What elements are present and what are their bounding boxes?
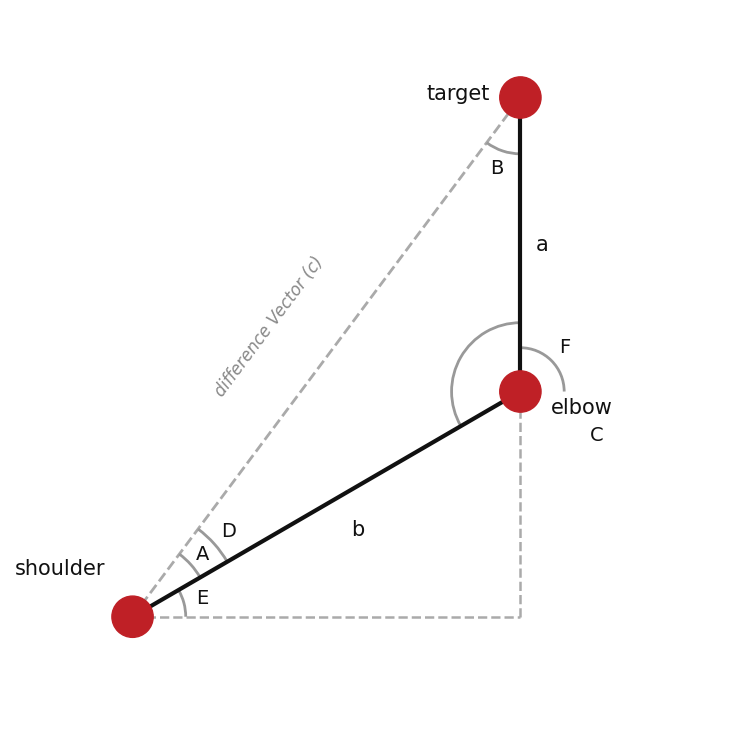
Circle shape — [112, 596, 154, 638]
Text: a: a — [536, 235, 549, 254]
Text: D: D — [221, 522, 235, 541]
Text: F: F — [559, 338, 570, 357]
Circle shape — [500, 371, 541, 412]
Text: target: target — [427, 84, 491, 104]
Text: shoulder: shoulder — [15, 559, 106, 579]
Circle shape — [500, 77, 541, 118]
Text: difference Vector (c): difference Vector (c) — [211, 253, 327, 400]
Text: B: B — [490, 159, 504, 178]
Text: E: E — [196, 589, 208, 608]
Text: elbow: elbow — [550, 398, 613, 418]
Text: A: A — [196, 545, 209, 564]
Text: C: C — [589, 426, 603, 445]
Text: b: b — [352, 520, 365, 539]
